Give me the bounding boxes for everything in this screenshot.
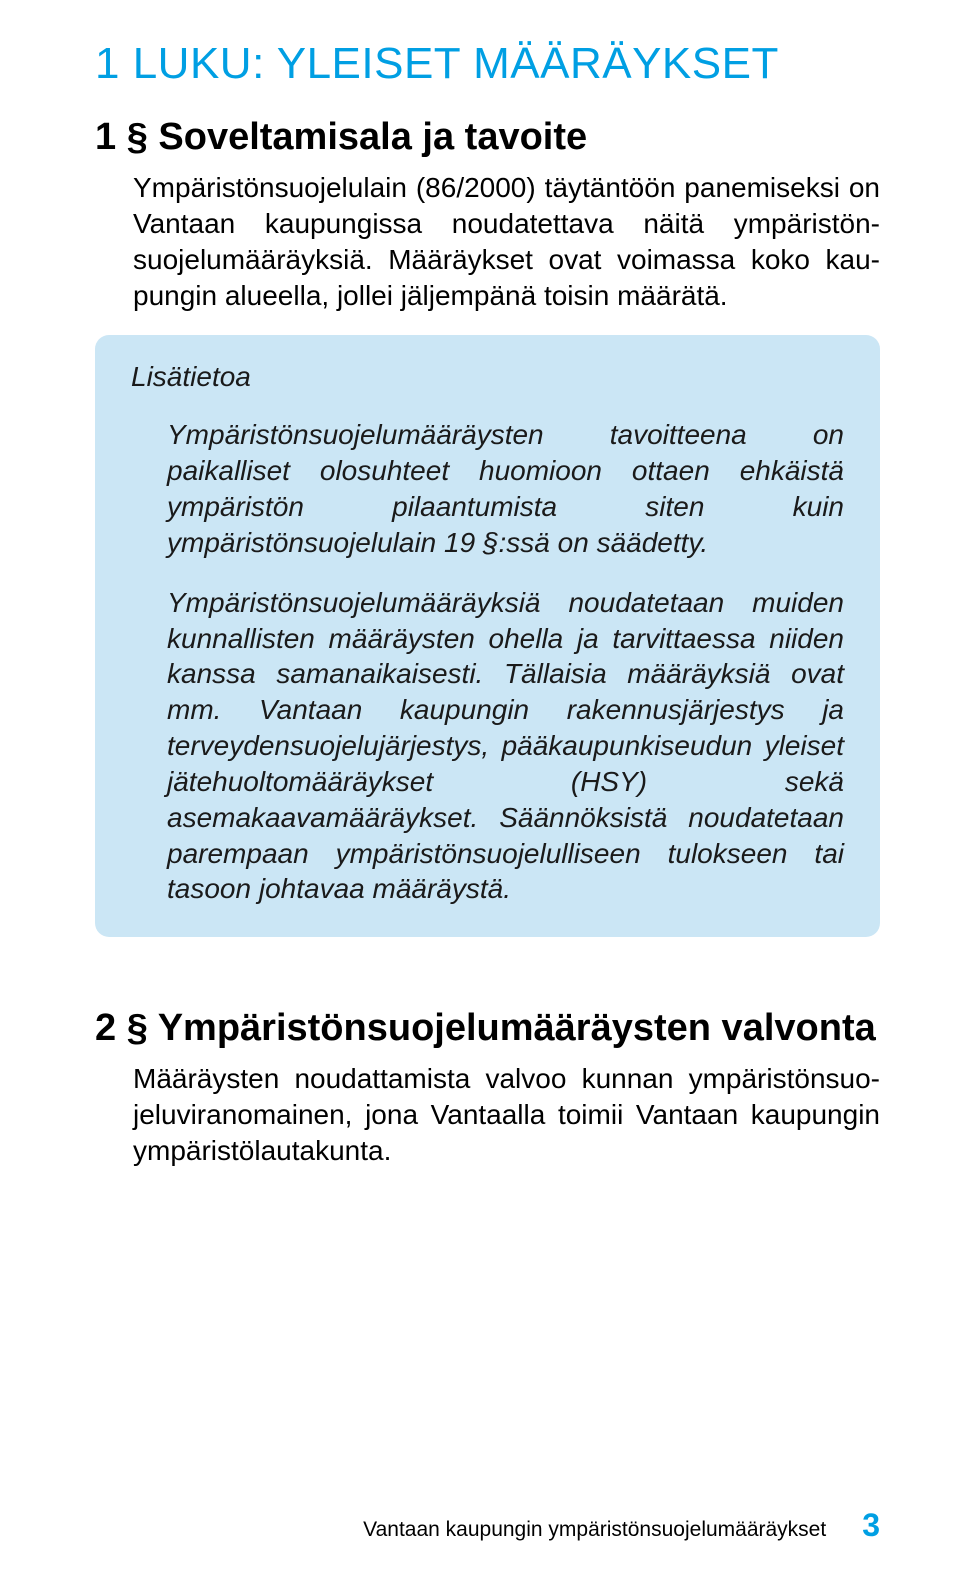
document-page: 1 LUKU: YLEISET MÄÄRÄYKSET 1 § Soveltami… <box>0 0 960 1572</box>
info-box-paragraph: Ympäristönsuojelumääräyksiä noudatetaan … <box>131 585 844 907</box>
chapter-title: 1 LUKU: YLEISET MÄÄRÄYKSET <box>95 40 880 88</box>
info-box-title: Lisätietoa <box>131 361 844 393</box>
section-2: 2 § Ympäristönsuojelumääräysten valvonta… <box>95 1007 880 1168</box>
section-2-body: Määräysten noudattamista valvoo kunnan y… <box>95 1061 880 1168</box>
footer-page-number: 3 <box>862 1507 880 1544</box>
section-2-title: 2 § Ympäristönsuojelumääräysten valvonta <box>95 1007 880 1051</box>
info-box: Lisätietoa Ympäristönsuojelumääräysten t… <box>95 335 880 937</box>
section-1-body: Ympäristönsuojelulain (86/2000) täytäntö… <box>95 170 880 313</box>
section-1-title: 1 § Soveltamisala ja tavoite <box>95 116 880 160</box>
page-footer: Vantaan kaupungin ympäristönsuojelumäärä… <box>0 1507 960 1544</box>
info-box-paragraph: Ympäristönsuojelumääräysten tavoitteena … <box>131 417 844 560</box>
footer-text: Vantaan kaupungin ympäristönsuojelumäärä… <box>363 1518 826 1542</box>
